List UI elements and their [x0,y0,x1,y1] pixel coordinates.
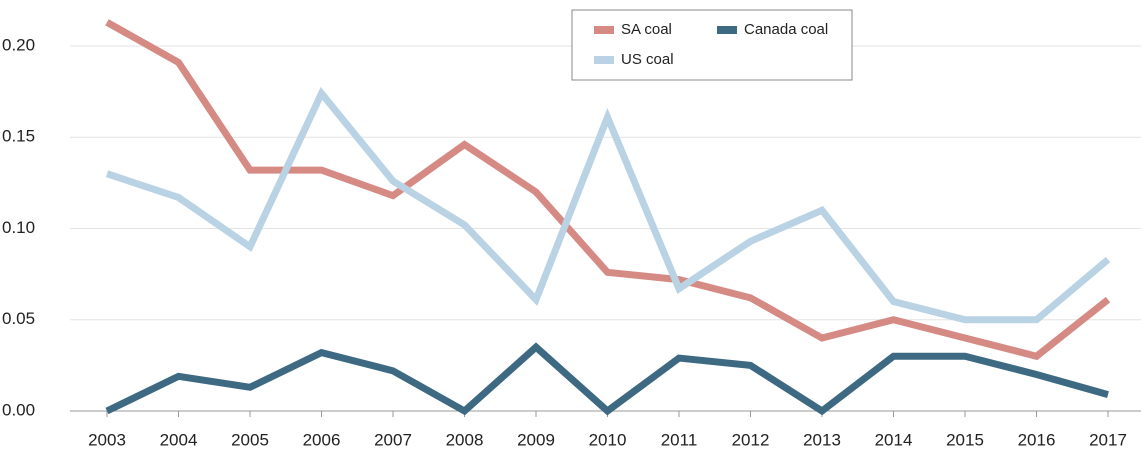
legend-label: Canada coal [744,21,828,38]
x-tick-label: 2015 [946,430,984,449]
legend-box [571,9,853,81]
x-tick-label: 2004 [160,430,198,449]
line [105,19,1111,361]
legend-swatch [594,26,614,34]
y-tick-label: 0.10 [2,218,35,237]
x-tick-label: 2005 [231,430,269,449]
x-tick-label: 2016 [1018,430,1056,449]
x-tick-label: 2013 [803,430,841,449]
x-tick-label: 2006 [303,430,341,449]
x-tick-label: 2008 [446,430,484,449]
x-tick-label: 2017 [1089,430,1127,449]
line [105,342,1109,416]
x-tick-label: 2010 [589,430,627,449]
x-tick-label: 2007 [374,430,412,449]
x-tick-label: 2011 [661,430,698,449]
x-tick-label: 2014 [875,430,913,449]
y-tick-label: 0.15 [2,127,35,146]
legend-swatch [594,56,614,64]
legend-label: SA coal [621,21,672,38]
y-tick-label: 0.05 [2,309,35,328]
legend: SA coal Canada coal US coal [571,9,853,81]
legend-label: US coal [621,51,674,68]
y-tick-label: 0.00 [2,400,35,419]
x-tick-label: 2009 [517,430,555,449]
y-tick-label: 0.20 [2,35,35,54]
x-tick-label: 2012 [732,430,770,449]
x-tick-label: 2003 [88,430,126,449]
legend-swatch [717,26,737,34]
line [105,86,1111,324]
